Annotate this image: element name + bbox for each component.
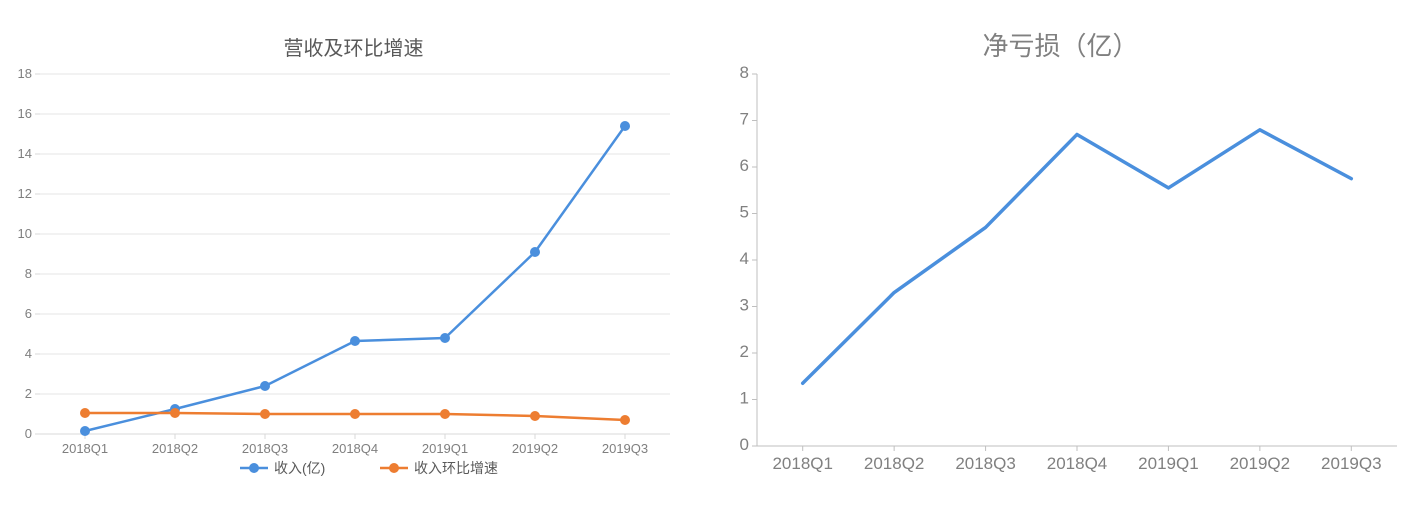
legend-marker-revenue (249, 463, 259, 473)
series-marker-growth (620, 415, 630, 425)
y-tick-label: 6 (740, 156, 749, 175)
y-tick-label: 3 (740, 296, 749, 315)
x-tick-label: 2019Q2 (1230, 454, 1291, 473)
y-tick-label: 2 (25, 386, 32, 401)
series-marker-growth (440, 409, 450, 419)
x-tick-label: 2018Q4 (1047, 454, 1108, 473)
series-marker-revenue (620, 121, 630, 131)
series-line-netloss (803, 130, 1352, 383)
y-tick-label: 4 (25, 346, 32, 361)
series-marker-revenue (530, 247, 540, 257)
y-tick-label: 14 (18, 146, 32, 161)
series-marker-growth (530, 411, 540, 421)
x-tick-label: 2019Q3 (1321, 454, 1382, 473)
x-tick-label: 2019Q1 (422, 441, 468, 456)
series-marker-revenue (350, 336, 360, 346)
series-marker-growth (170, 408, 180, 418)
x-tick-label: 2018Q2 (864, 454, 925, 473)
y-tick-label: 16 (18, 106, 32, 121)
x-tick-label: 2019Q1 (1138, 454, 1199, 473)
x-tick-label: 2019Q2 (512, 441, 558, 456)
y-tick-label: 4 (740, 249, 749, 268)
series-marker-growth (80, 408, 90, 418)
x-tick-label: 2018Q2 (152, 441, 198, 456)
series-marker-revenue (260, 381, 270, 391)
y-tick-label: 7 (740, 110, 749, 129)
x-tick-label: 2018Q1 (62, 441, 108, 456)
left-chart-svg: 0 2 4 6 8 10 12 14 16 18 2018Q1 2018Q2 2018Q3 2018Q4 2… (0, 0, 707, 512)
legend-marker-growth (389, 463, 399, 473)
y-tick-label: 5 (740, 203, 749, 222)
y-tick-label: 8 (740, 63, 749, 82)
y-tick-label: 18 (18, 66, 32, 81)
y-tick-label: 2 (740, 342, 749, 361)
x-tick-label: 2018Q4 (332, 441, 378, 456)
right-chart-panel: 净亏损（亿） 0123456782018Q12018Q22018Q32018Q4… (707, 0, 1414, 512)
y-tick-label: 0 (740, 435, 749, 454)
series-marker-revenue (440, 333, 450, 343)
right-chart-svg: 0 1 2 3 4 5 6 7 8 2018Q1 2018Q2 2018Q3 2018Q4 2019Q1 2… (707, 0, 1414, 512)
x-tick-label: 2019Q3 (602, 441, 648, 456)
series-marker-revenue (80, 426, 90, 436)
series-marker-growth (350, 409, 360, 419)
series-marker-growth (260, 409, 270, 419)
y-tick-label: 10 (18, 226, 32, 241)
y-tick-label: 0 (25, 426, 32, 441)
series-line-revenue (85, 126, 625, 431)
y-tick-label: 1 (740, 389, 749, 408)
left-chart-panel: 营收及环比增速 0246810121416182018Q12018Q22018Q… (0, 0, 707, 512)
y-tick-label: 8 (25, 266, 32, 281)
x-tick-label: 2018Q1 (772, 454, 833, 473)
x-tick-label: 2018Q3 (242, 441, 288, 456)
y-tick-label: 6 (25, 306, 32, 321)
y-tick-label: 12 (18, 186, 32, 201)
x-tick-label: 2018Q3 (955, 454, 1016, 473)
legend-label-revenue: 收入(亿) (274, 460, 325, 476)
legend-label-growth: 收入环比增速 (414, 460, 498, 476)
